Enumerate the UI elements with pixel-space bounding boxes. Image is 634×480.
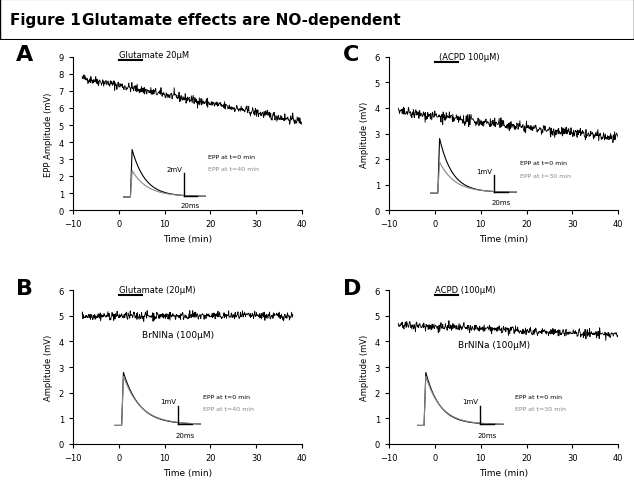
Y-axis label: Amplitude (mV): Amplitude (mV)	[360, 334, 369, 400]
Text: Glutamate effects are NO-dependent: Glutamate effects are NO-dependent	[82, 13, 401, 28]
Text: B: B	[16, 278, 32, 299]
Text: EPP at t=30 min: EPP at t=30 min	[520, 173, 571, 178]
X-axis label: Time (min): Time (min)	[479, 468, 528, 477]
Y-axis label: EPP Amplitude (mV): EPP Amplitude (mV)	[44, 92, 53, 176]
Text: BrNINa (100μM): BrNINa (100μM)	[458, 340, 530, 349]
Text: EPP at t=0 min: EPP at t=0 min	[520, 161, 567, 166]
Text: Glutamate (20μM): Glutamate (20μM)	[119, 286, 195, 295]
Text: A: A	[16, 45, 33, 65]
Text: EPP at t=0 min: EPP at t=0 min	[204, 394, 250, 399]
Text: (ACPD 100μM): (ACPD 100μM)	[439, 52, 500, 61]
Text: EPP at t=0 min: EPP at t=0 min	[515, 394, 562, 399]
Text: EPP at t=30 min: EPP at t=30 min	[515, 406, 566, 411]
Text: D: D	[343, 278, 361, 299]
Text: Glutamate 20μM: Glutamate 20μM	[119, 51, 189, 60]
Text: EPP at t=40 min: EPP at t=40 min	[208, 167, 259, 172]
X-axis label: Time (min): Time (min)	[163, 234, 212, 243]
Text: Figure 1: Figure 1	[10, 13, 81, 28]
Y-axis label: Amplitude (mV): Amplitude (mV)	[44, 334, 53, 400]
Text: C: C	[343, 45, 359, 65]
Y-axis label: Amplitude (mV): Amplitude (mV)	[360, 101, 369, 168]
Text: ACPD (100μM): ACPD (100μM)	[435, 286, 496, 295]
Text: EPP at t=0 min: EPP at t=0 min	[208, 155, 255, 160]
X-axis label: Time (min): Time (min)	[479, 234, 528, 243]
Text: BrNINa (100μM): BrNINa (100μM)	[141, 331, 214, 340]
Text: EPP at t=40 min: EPP at t=40 min	[204, 406, 254, 411]
X-axis label: Time (min): Time (min)	[163, 468, 212, 477]
